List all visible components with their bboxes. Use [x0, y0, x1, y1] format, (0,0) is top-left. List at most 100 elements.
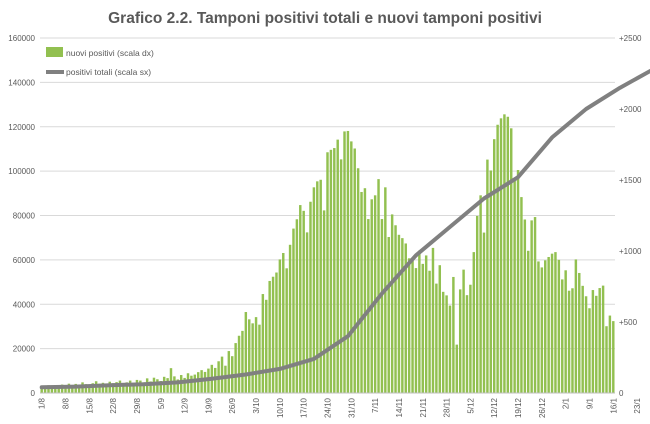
- x-tick-label: 12/12: [490, 397, 499, 418]
- x-tick-label: 21/11: [419, 397, 428, 417]
- bar: [244, 312, 248, 393]
- bar: [115, 382, 118, 393]
- bar: [346, 130, 350, 393]
- bar: [241, 330, 244, 393]
- bar: [530, 220, 533, 393]
- bar: [510, 128, 513, 393]
- bar: [506, 116, 510, 393]
- x-tick-label: 9/1: [586, 397, 595, 409]
- bar: [472, 252, 476, 393]
- bar: [91, 383, 94, 393]
- bar: [401, 238, 404, 393]
- bar: [598, 288, 601, 393]
- bar: [550, 253, 554, 393]
- bar: [128, 380, 132, 393]
- legend-label-bars: nuovi positivi (scala dx): [66, 48, 154, 58]
- legend-label-line: positivi totali (scala sx): [66, 67, 151, 77]
- bar: [418, 250, 421, 393]
- chart-title: Grafico 2.2. Tamponi positivi totali e n…: [108, 10, 542, 27]
- right-tick-label: +1500: [619, 176, 642, 185]
- bar: [326, 152, 329, 393]
- bar: [445, 295, 448, 393]
- x-tick-label: 26/12: [538, 397, 547, 418]
- bar: [407, 258, 411, 393]
- bar: [533, 217, 537, 393]
- bar: [482, 232, 486, 393]
- bar: [431, 247, 435, 393]
- bar: [275, 272, 278, 393]
- bar: [122, 383, 125, 393]
- bar: [523, 219, 527, 393]
- bar: [462, 269, 465, 393]
- line-positivi-totali: [39, 68, 650, 390]
- right-tick-label: +2000: [619, 105, 642, 114]
- bar: [465, 295, 469, 393]
- bar: [88, 385, 91, 393]
- bar: [71, 385, 74, 393]
- x-tick-label: 28/11: [443, 397, 452, 417]
- bar: [458, 289, 462, 393]
- bar: [397, 234, 401, 393]
- bar: [520, 197, 523, 393]
- x-tick-label: 14/11: [395, 397, 404, 417]
- bar: [578, 272, 581, 393]
- bar: [564, 270, 567, 393]
- bar: [424, 255, 428, 393]
- bar: [581, 285, 584, 393]
- bar: [561, 279, 564, 393]
- right-tick-label: 0: [619, 389, 624, 398]
- bar: [360, 191, 363, 393]
- bar: [367, 219, 370, 393]
- bar: [43, 386, 47, 393]
- bar: [50, 386, 54, 393]
- bar: [475, 215, 479, 393]
- bar: [421, 263, 424, 393]
- bar: [496, 124, 499, 394]
- bar: [237, 335, 241, 393]
- right-tick-label: +2500: [619, 34, 642, 43]
- left-tick-label: 20000: [13, 345, 36, 354]
- bar: [288, 244, 292, 393]
- bar: [258, 324, 261, 393]
- x-tick-label: 5/9: [157, 397, 166, 409]
- bar: [299, 205, 302, 393]
- bar: [159, 381, 163, 393]
- bar: [125, 382, 128, 393]
- bar: [271, 276, 275, 393]
- x-tick-label: 17/10: [300, 397, 309, 418]
- bar: [591, 290, 595, 393]
- bar: [135, 379, 139, 393]
- bar: [108, 381, 111, 393]
- bar: [390, 214, 394, 393]
- bar: [305, 232, 309, 393]
- x-tick-label: 12/9: [181, 397, 190, 413]
- x-tick-label: 16/1: [609, 397, 618, 413]
- left-tick-label: 80000: [13, 212, 36, 221]
- x-tick-label: 24/10: [324, 397, 333, 418]
- line-series: [39, 68, 650, 390]
- bar: [438, 265, 442, 393]
- bar: [105, 384, 108, 393]
- bar: [40, 387, 43, 393]
- legend-bar-swatch: [46, 47, 63, 57]
- right-tick-label: +500: [619, 318, 638, 327]
- x-tick-label: 5/12: [466, 397, 475, 413]
- bar: [547, 256, 550, 393]
- left-tick-label: 100000: [8, 167, 35, 176]
- bar: [595, 295, 598, 393]
- bar: [544, 260, 547, 393]
- bar: [139, 380, 142, 393]
- bar: [319, 179, 322, 393]
- bar: [173, 376, 176, 393]
- bar: [111, 383, 115, 393]
- bar: [285, 268, 288, 393]
- bar: [516, 170, 520, 393]
- bar: [492, 139, 496, 393]
- bar: [370, 199, 373, 393]
- bar: [527, 250, 530, 393]
- bar: [353, 148, 356, 393]
- bar: [350, 141, 353, 393]
- bar: [537, 261, 540, 393]
- bar: [605, 326, 608, 393]
- right-tick-label: +1000: [619, 247, 642, 256]
